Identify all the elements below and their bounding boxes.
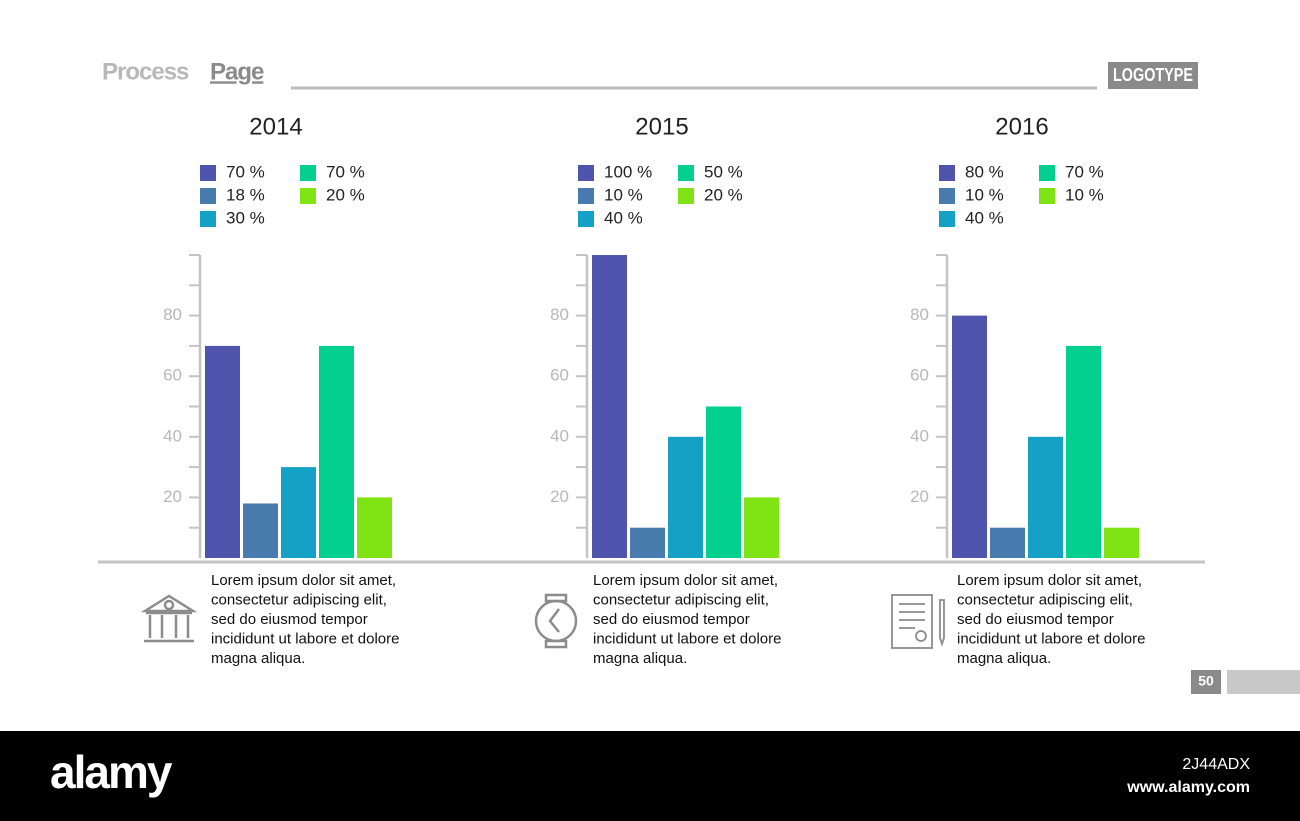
y-tick-label: 20 <box>910 487 929 506</box>
page-number: 50 <box>1198 673 1214 689</box>
legend-swatch <box>939 211 955 227</box>
legend-swatch <box>200 188 216 204</box>
page-bar <box>1227 670 1300 694</box>
legend-label: 70 % <box>1065 162 1104 181</box>
legend-label: 40 % <box>604 208 643 227</box>
caption-line: consectetur adipiscing elit, <box>957 591 1133 608</box>
legend-swatch <box>300 188 316 204</box>
legend-label: 40 % <box>965 208 1004 227</box>
caption-line: consectetur adipiscing elit, <box>211 591 387 608</box>
y-tick-label: 80 <box>550 305 569 324</box>
legend-label: 20 % <box>704 185 743 204</box>
caption-line: magna aliqua. <box>211 650 305 667</box>
bar <box>952 315 987 558</box>
y-tick-label: 40 <box>163 426 182 445</box>
legend-label: 70 % <box>226 162 265 181</box>
chart-title: 2015 <box>635 113 688 140</box>
bar <box>243 503 278 558</box>
legend-label: 30 % <box>226 208 265 227</box>
legend-swatch <box>200 211 216 227</box>
y-tick-label: 80 <box>163 305 182 324</box>
bar <box>990 527 1025 558</box>
bar <box>1104 527 1139 558</box>
clock-icon <box>534 593 578 649</box>
watermark-id: 2J44ADX <box>1182 756 1250 773</box>
y-tick-label: 80 <box>910 305 929 324</box>
bar <box>281 467 316 558</box>
page-number-box <box>1191 670 1221 694</box>
logo: LOGOTYPE <box>1113 65 1193 85</box>
bar <box>1066 345 1101 558</box>
title-bold: Page <box>210 58 264 85</box>
legend-swatch <box>200 165 216 181</box>
legend-label: 50 % <box>704 162 743 181</box>
legend-swatch <box>578 188 594 204</box>
legend-label: 100 % <box>604 162 652 181</box>
legend-swatch <box>678 188 694 204</box>
bank-icon <box>140 594 198 643</box>
title-light: Process <box>102 58 189 85</box>
bar <box>319 345 354 558</box>
legend-swatch <box>1039 165 1055 181</box>
legend-label: 10 % <box>965 185 1004 204</box>
watermark-url: www.alamy.com <box>1126 779 1250 796</box>
bar <box>668 436 703 558</box>
watermark-brand: alamy <box>50 746 173 798</box>
legend-label: 10 % <box>1065 185 1104 204</box>
legend-label: 18 % <box>226 185 265 204</box>
caption-line: Lorem ipsum dolor sit amet, <box>211 572 396 589</box>
bar <box>630 527 665 558</box>
y-tick-label: 60 <box>910 366 929 385</box>
legend-swatch <box>939 188 955 204</box>
y-tick-label: 60 <box>163 366 182 385</box>
watermark-band <box>0 731 1300 821</box>
caption-line: sed do eiusmod tempor <box>211 611 368 628</box>
legend-label: 20 % <box>326 185 365 204</box>
bar <box>706 406 741 558</box>
document-icon <box>891 594 945 649</box>
chart-title: 2016 <box>995 113 1048 140</box>
bar <box>205 345 240 558</box>
y-tick-label: 20 <box>163 487 182 506</box>
bar <box>357 497 392 558</box>
caption-line: consectetur adipiscing elit, <box>593 591 769 608</box>
legend-swatch <box>300 165 316 181</box>
caption-line: sed do eiusmod tempor <box>593 611 750 628</box>
caption-line: magna aliqua. <box>593 650 687 667</box>
legend-swatch <box>578 211 594 227</box>
caption-line: magna aliqua. <box>957 650 1051 667</box>
caption-line: sed do eiusmod tempor <box>957 611 1114 628</box>
legend-swatch <box>678 165 694 181</box>
legend-swatch <box>939 165 955 181</box>
caption-line: Lorem ipsum dolor sit amet, <box>957 572 1142 589</box>
legend-label: 10 % <box>604 185 643 204</box>
caption-line: Lorem ipsum dolor sit amet, <box>593 572 778 589</box>
chart-title: 2014 <box>249 113 302 140</box>
y-tick-label: 40 <box>550 426 569 445</box>
legend-label: 70 % <box>326 162 365 181</box>
legend-label: 80 % <box>965 162 1004 181</box>
bar <box>592 255 627 558</box>
caption-line: incididunt ut labore et dolore <box>957 630 1145 647</box>
logo-box <box>1108 62 1198 89</box>
bar <box>744 497 779 558</box>
legend-swatch <box>1039 188 1055 204</box>
y-tick-label: 40 <box>910 426 929 445</box>
y-tick-label: 60 <box>550 366 569 385</box>
bar <box>1028 436 1063 558</box>
y-tick-label: 20 <box>550 487 569 506</box>
caption-line: incididunt ut labore et dolore <box>211 630 399 647</box>
legend-swatch <box>578 165 594 181</box>
caption-line: incididunt ut labore et dolore <box>593 630 781 647</box>
